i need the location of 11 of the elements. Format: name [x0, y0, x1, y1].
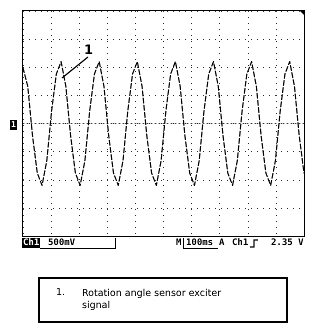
- text: M: [176, 238, 182, 248]
- text: 1: [84, 43, 94, 58]
- text: A: [219, 238, 224, 248]
- text: 500mV: [40, 238, 116, 249]
- text: Ch1: [22, 238, 40, 248]
- text: 2.35 V: [271, 238, 304, 248]
- text: 1.: [56, 287, 66, 298]
- text: 1: [10, 120, 17, 130]
- text: Ch1: [232, 238, 248, 248]
- text: Rotation angle sensor exciter signal: [82, 288, 222, 312]
- text: 100ms: [183, 238, 218, 249]
